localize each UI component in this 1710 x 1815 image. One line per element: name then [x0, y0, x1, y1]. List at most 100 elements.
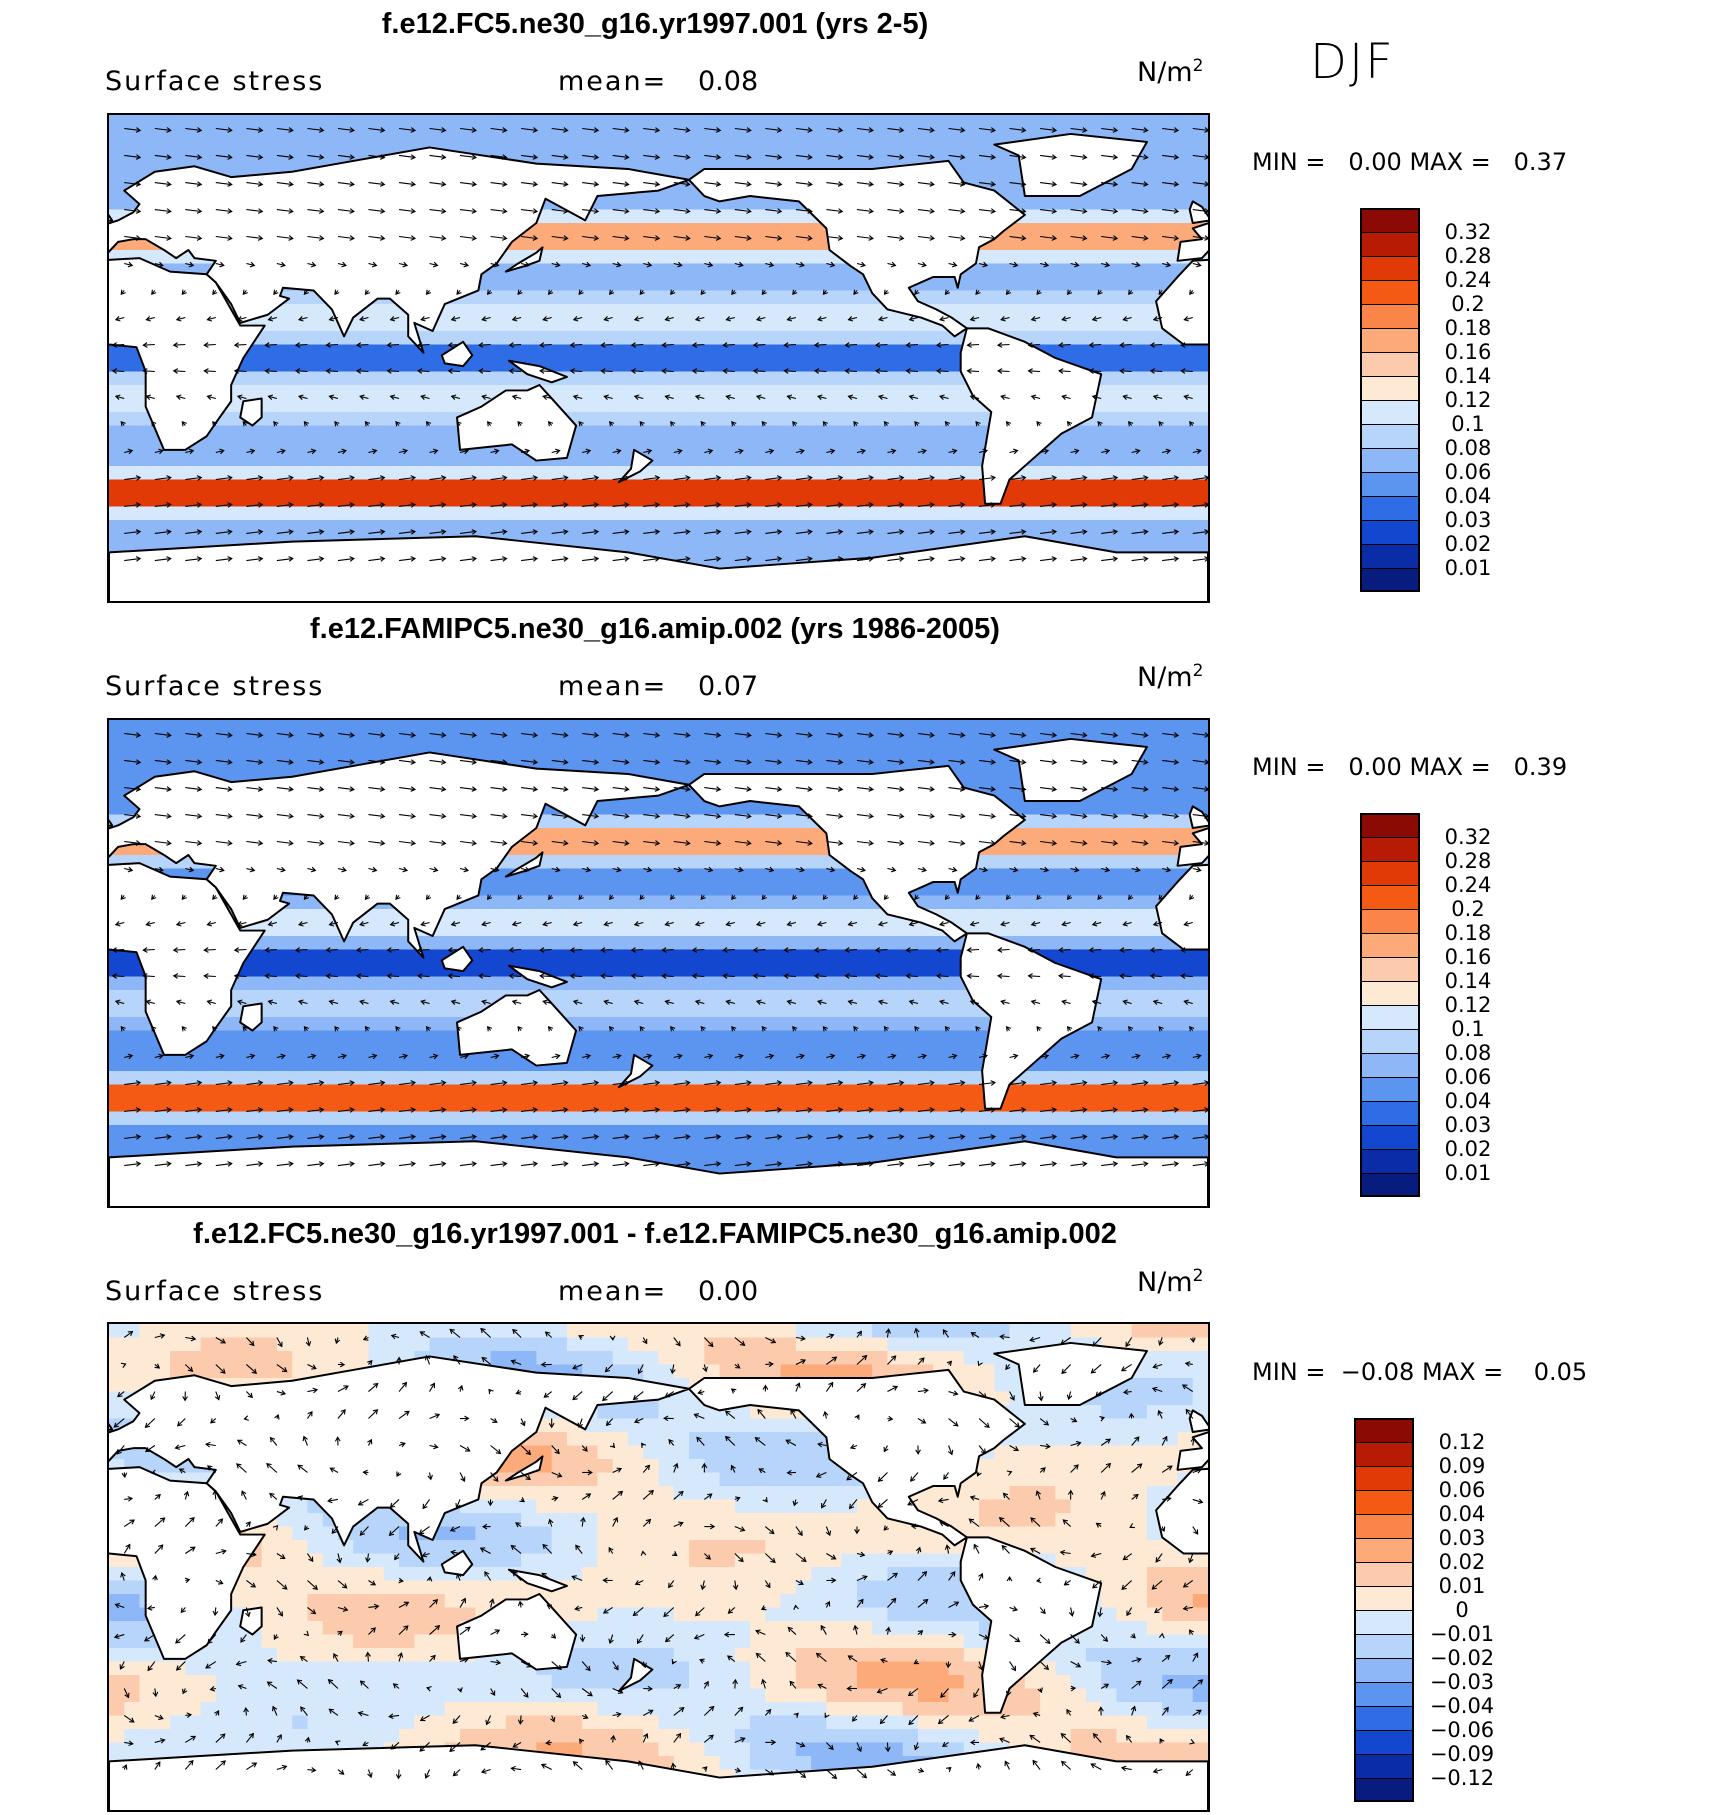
field-cell [292, 506, 309, 521]
vector-arrow [459, 503, 477, 508]
units-label: N/m2 [1137, 661, 1203, 693]
field-cell [109, 452, 125, 467]
field-cell [475, 452, 492, 467]
vector-arrowhead [542, 316, 548, 322]
vector-arrowhead [929, 181, 935, 187]
field-cell [1146, 128, 1163, 143]
field-cell [170, 506, 186, 521]
vector-arrowhead [1082, 154, 1088, 160]
vector-arrowhead [654, 529, 661, 535]
vector-arrow [970, 395, 980, 399]
vector-arrow [246, 558, 263, 562]
field-cell [963, 304, 980, 319]
vector-arrowhead [328, 316, 335, 322]
field-cell [246, 425, 263, 440]
vector-arrowhead [219, 448, 225, 455]
field-cell [215, 141, 232, 157]
vector-arrowhead [1027, 342, 1033, 348]
field-cell [505, 506, 522, 521]
vector-arrowhead [471, 208, 478, 214]
field-cell [1131, 909, 1148, 924]
vector-arrowhead [1088, 342, 1094, 348]
vector-arrowhead [776, 529, 783, 535]
vector-arrowhead [359, 316, 365, 322]
field-cell [1085, 868, 1102, 883]
vector-arrow [1101, 503, 1118, 508]
vector-arrow [356, 343, 369, 346]
field-cell [856, 317, 873, 332]
vector-arrowhead [371, 448, 378, 455]
field-cell [475, 128, 492, 143]
vector-arrowhead [654, 181, 661, 187]
field-cell [597, 276, 614, 292]
field-cell [841, 492, 858, 508]
field-cell [902, 425, 919, 440]
vector-arrowhead [608, 420, 615, 427]
field-cell [399, 492, 415, 508]
vector-arrow [268, 395, 278, 399]
vector-arrowhead [646, 261, 653, 268]
vector-arrow [917, 558, 934, 562]
field-cell [551, 115, 568, 130]
field-cell [475, 371, 492, 386]
vector-arrowhead [898, 475, 905, 481]
vector-arrow [643, 262, 652, 266]
vector-arrow [673, 182, 690, 186]
field-cell [917, 398, 934, 413]
field-cell [719, 452, 736, 467]
field-cell [109, 128, 125, 143]
field-cell [353, 344, 370, 359]
field-cell [719, 344, 736, 359]
vector-arrow [1070, 208, 1087, 213]
field-cell [750, 276, 766, 292]
field-cell [368, 358, 385, 373]
field-cell [963, 398, 980, 413]
vector-arrowhead [481, 316, 487, 322]
vector-arrow [429, 530, 446, 534]
field-cell [1070, 720, 1087, 735]
field-cell [276, 492, 293, 508]
vector-arrow [215, 182, 232, 186]
vector-arrowhead [975, 289, 981, 296]
field-cell [231, 439, 247, 454]
vector-arrowhead [288, 502, 294, 508]
vector-arrowhead [890, 261, 897, 268]
vector-arrowhead [166, 127, 172, 133]
field-cell [246, 384, 263, 400]
field-cell [1177, 787, 1194, 802]
vector-arrowhead [837, 556, 844, 562]
field-cell [582, 720, 599, 735]
vector-arrowhead [158, 261, 164, 268]
field-cell [811, 141, 827, 157]
vector-arrow [1123, 317, 1132, 321]
field-cell [1085, 249, 1102, 265]
field-cell [1070, 881, 1087, 897]
field-cell [612, 398, 629, 413]
field-cell [902, 317, 919, 332]
field-cell [673, 398, 690, 413]
vector-arrow [540, 370, 552, 373]
vector-arrow [1101, 154, 1118, 158]
field-cell [460, 909, 476, 924]
field-cell [689, 506, 705, 521]
vector-arrow [948, 503, 965, 508]
field-cell [536, 331, 553, 346]
vector-arrow [176, 317, 186, 321]
field-cell [933, 733, 950, 748]
field-cell [399, 398, 415, 413]
field-cell [307, 452, 324, 467]
vector-arrowhead [1005, 289, 1012, 296]
vector-arrowhead [1204, 475, 1208, 481]
vector-arrowhead [532, 556, 539, 562]
field-cell [780, 384, 797, 400]
vector-arrowhead [402, 448, 409, 455]
field-cell [643, 384, 660, 400]
field-cell [444, 115, 461, 130]
field-cell [887, 479, 904, 494]
field-cell [444, 304, 461, 319]
field-cell [872, 492, 889, 508]
vector-arrowhead [1030, 316, 1037, 322]
vector-arrowhead [1158, 289, 1164, 296]
vector-arrow [887, 262, 896, 266]
vector-arrowhead [1097, 420, 1103, 427]
